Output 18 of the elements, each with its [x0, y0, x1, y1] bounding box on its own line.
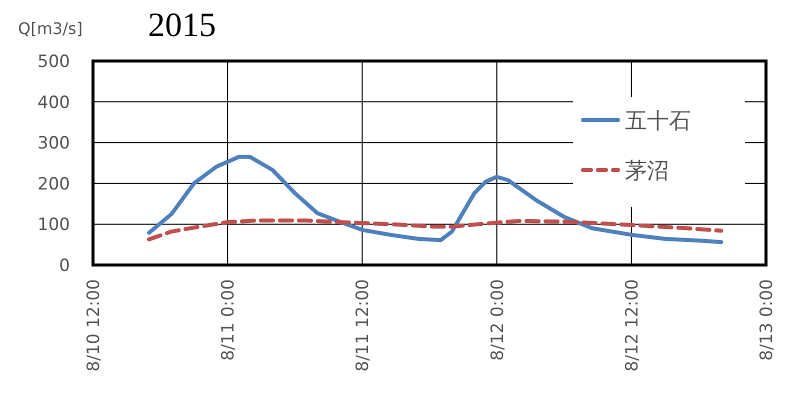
- x-tick-label: 8/12 0:00: [488, 279, 508, 361]
- x-tick-label: 8/13 0:00: [757, 279, 777, 361]
- legend-label: 五十石: [625, 109, 691, 134]
- line-series: [147, 154, 724, 244]
- y-tick-label: 500: [38, 52, 70, 72]
- y-tick-label: 0: [59, 256, 70, 276]
- chart-title: 2015: [148, 7, 216, 44]
- x-tick-label: 8/11 12:00: [353, 279, 374, 372]
- legend-label: 茅沼: [625, 159, 669, 184]
- y-axis-title: Q[m3/s]: [18, 19, 83, 38]
- y-tick-label: 100: [38, 215, 70, 236]
- y-tick-label: 300: [38, 134, 70, 154]
- x-tick-label: 8/12 12:00: [622, 279, 642, 372]
- line-series: [147, 218, 724, 242]
- x-tick-label: 8/11 0:00: [218, 279, 239, 361]
- y-tick-label: 400: [38, 92, 70, 113]
- y-tick-label: 200: [38, 174, 70, 194]
- x-tick-label: 8/10 12:00: [84, 279, 104, 372]
